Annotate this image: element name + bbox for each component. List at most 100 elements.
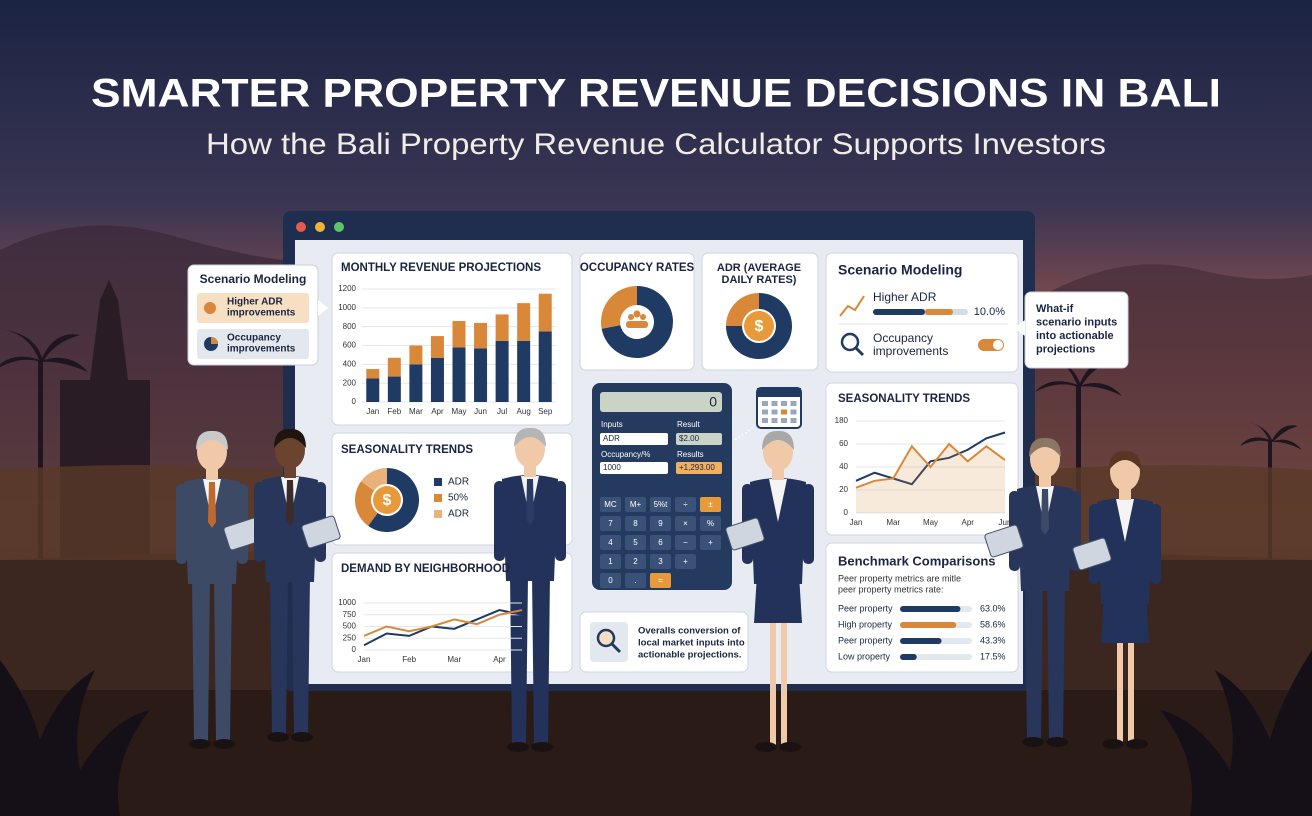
y-tick-label: 750 [343,610,357,619]
calendar-cell [781,418,787,423]
donut-segment [368,468,419,532]
person-part [291,732,313,742]
person-part [1128,638,1134,742]
calendar-cell [771,409,778,415]
chart-title: DAILY RATES) [722,274,797,286]
person-part [1116,499,1134,542]
chart-subtitle: peer property metrics rate: [838,584,944,594]
legend-swatch [434,478,442,486]
person-part [301,515,341,549]
callout-item-text: improvements [227,308,296,319]
person-part [770,618,776,745]
person-part [214,578,232,742]
bar-label: Peer property [838,603,893,613]
connector [734,424,756,441]
legend-swatch [434,494,442,502]
bar [538,293,552,332]
calc-input: ADR [603,434,620,443]
person-part [274,428,306,448]
bar [474,348,488,402]
person-part [192,578,210,742]
note-text: actionable projections. [638,650,741,661]
calc-key [675,535,696,550]
calc-key [650,554,671,569]
person-part [555,481,566,561]
person-part [1109,450,1141,470]
y-tick-label: 250 [343,633,357,642]
key-label: 1 [608,557,613,566]
person-part [755,742,777,752]
bar-track [900,654,972,660]
calendar-cell [762,418,768,423]
y-tick-label: 0 [844,508,849,517]
x-tick-label: Apr [962,518,975,527]
y-tick-label: 600 [343,341,357,350]
foliage [0,660,150,816]
calc-key [700,535,721,550]
person-part [254,482,265,562]
person-part [803,484,814,564]
calc-key [675,516,696,531]
people-icon [626,310,648,328]
chart-title: SEASONALITY TRENDS [341,444,473,456]
callout-text: scenario inputs [1036,316,1117,328]
person-part [184,478,240,584]
legend-label: ADR [448,477,469,488]
person-part [514,427,546,447]
person-part [1029,437,1061,457]
donut-segment [355,481,378,526]
key-label: 8 [633,519,638,528]
calc-key [600,535,621,550]
bar [900,638,942,644]
calc-label: Results [677,450,704,459]
x-tick-label: Jan [358,655,371,664]
calc-label: Result [677,420,700,429]
person-part [510,575,528,745]
people [176,427,1161,752]
key-label: 9 [658,519,663,528]
key-label: − [683,538,688,547]
slider-fill [873,309,925,315]
person-part [286,480,294,526]
center-label: $ [755,318,764,335]
calc-result: $2.00 [679,434,700,443]
person-part [1046,737,1068,747]
title: SMARTER PROPERTY REVENUE DECISIONS IN BA… [91,72,1221,116]
calc-input: 1000 [603,463,621,472]
y-tick-label: 0 [352,645,357,654]
person-part [262,476,318,582]
y-tick-label: 500 [343,622,357,631]
center-label: $ [383,492,392,509]
x-tick-label: Apr [431,407,444,416]
person-part [779,742,801,752]
person-part [270,576,288,735]
line [363,609,523,647]
y-tick-label: 20 [839,485,848,494]
calendar-cell [762,409,768,415]
scenario-label: Occupancy [873,331,933,345]
line [855,442,1006,489]
key-label: ÷ [683,500,688,509]
bar [495,340,509,402]
x-tick-label: Feb [402,655,416,664]
callout-pointer [1014,320,1025,336]
person-part [532,575,550,745]
person-part [725,517,765,551]
key-label: 5%t [654,500,669,509]
donut-center [373,486,401,514]
y-tick-label: 0 [352,397,357,406]
calendar-cell [781,401,787,406]
person-part [762,430,794,450]
calendar-cell [790,401,797,406]
chart-title: DEMAND BY NEIGHBORHOOD [341,563,510,575]
person-part [208,482,216,528]
key-label: MC [604,500,617,509]
key-label: 3 [658,557,663,566]
donut-segment [726,293,759,326]
chart-title: ADR (AVERAGE [717,262,801,274]
person-part [197,433,227,471]
x-tick-label: Mar [886,518,900,527]
calc-key [625,535,646,550]
person-part [1072,537,1112,571]
